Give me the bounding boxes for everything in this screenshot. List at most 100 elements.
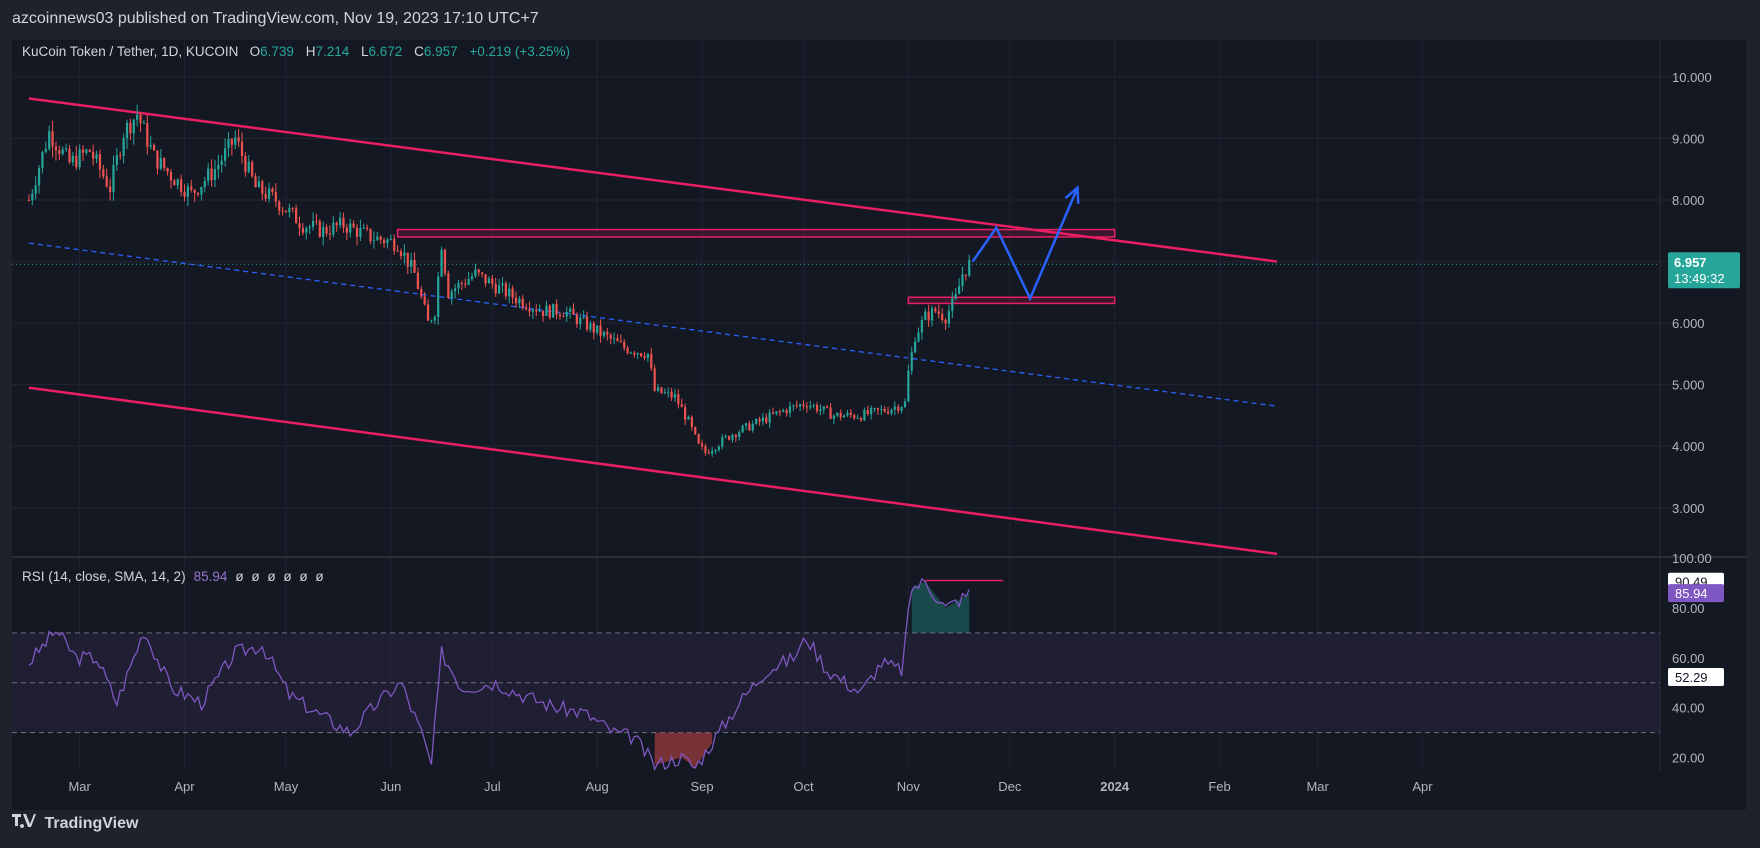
resistance-zone [396, 228, 1116, 238]
price-tick-label: 5.000 [1672, 378, 1705, 393]
candle-body [569, 308, 572, 312]
candle-body [112, 164, 115, 192]
rsi-line [28, 577, 970, 772]
candle-body [589, 323, 592, 330]
candle-body [379, 236, 382, 240]
candle-body [288, 208, 291, 213]
candle-body [322, 227, 325, 237]
candle-body [697, 434, 700, 444]
time-tick-label: 2024 [1100, 779, 1130, 794]
candle-body [234, 137, 237, 145]
candle-body [768, 412, 771, 423]
candle-body [961, 274, 964, 287]
candle-body [937, 311, 940, 314]
candle-body [724, 436, 727, 438]
candle-body [136, 114, 139, 120]
candle-body [217, 164, 220, 170]
candle-body [802, 404, 805, 407]
candle-body [27, 200, 31, 202]
candle-body [782, 410, 785, 412]
candle-body [842, 415, 846, 418]
candle-body [900, 407, 903, 411]
channel-upper-line [28, 97, 1278, 263]
candle-body [700, 443, 704, 447]
candle-body [873, 408, 876, 410]
candle-body [920, 319, 923, 333]
candle-body [142, 122, 146, 124]
candle-body [311, 221, 315, 227]
candle-body [572, 308, 575, 315]
candle-body [660, 387, 663, 394]
candle-body [386, 239, 389, 244]
candle-body [474, 269, 477, 277]
time-tick-label: Oct [793, 779, 814, 794]
price-tick-label: 6.000 [1672, 316, 1705, 331]
candle-body [34, 185, 37, 194]
candle-body [125, 122, 129, 139]
candle-body [910, 352, 913, 371]
open-label: O [249, 44, 261, 59]
candle-body [254, 176, 257, 188]
candle-body [541, 310, 545, 316]
support-zone [907, 296, 1116, 305]
candle-body [281, 210, 284, 212]
candle-body [968, 259, 971, 276]
candle-body [399, 251, 403, 256]
close-value: 6.957 [423, 44, 458, 59]
candle-body [741, 425, 744, 433]
candle-body [744, 423, 748, 426]
candle-body [650, 353, 653, 369]
candle-body [352, 223, 355, 228]
channel-lower-line [28, 386, 1278, 556]
time-tick-label: Mar [1306, 779, 1329, 794]
symbol-title[interactable]: KuCoin Token / Tether, 1D, KUCOIN [22, 44, 239, 59]
high-value: 7.214 [315, 44, 350, 59]
candle-body [183, 191, 186, 197]
candle-body [606, 332, 609, 335]
candle-body [173, 180, 176, 186]
candle-body [264, 193, 267, 199]
candle-body [278, 201, 281, 211]
rsi-tick-label: 100.00 [1672, 551, 1712, 566]
rsi-label[interactable]: RSI (14, close, SMA, 14, 2) [22, 569, 186, 584]
candle-body [203, 180, 206, 187]
rsi-value-badge: 85.94 [1668, 584, 1724, 603]
candle-body [349, 223, 352, 233]
candle-body [822, 406, 825, 410]
candle-body [335, 222, 338, 226]
candle-body [579, 317, 582, 325]
candle-body [403, 252, 406, 256]
footer-brand[interactable]: TradingView [12, 814, 138, 833]
candle-body [521, 298, 524, 308]
candle-body [707, 452, 710, 454]
candle-body [227, 138, 230, 149]
price-badge-countdown: 13:49:32 [1674, 271, 1725, 286]
candle-body [81, 149, 85, 153]
candle-body [917, 332, 920, 342]
candle-body [54, 146, 58, 151]
candle-body [58, 150, 61, 154]
candle-body [196, 192, 200, 195]
candle-body [565, 311, 568, 317]
candle-body [870, 408, 873, 415]
candle-body [223, 148, 227, 161]
candle-body [738, 432, 741, 438]
candle-body [538, 310, 541, 312]
candle-body [413, 260, 416, 273]
candle-body [372, 240, 376, 242]
rsi-oversold-fill [654, 732, 713, 768]
candle-body [68, 148, 71, 163]
candle-body [186, 186, 189, 197]
candle-body [487, 278, 491, 284]
tradingview-logo-icon [12, 814, 36, 833]
candle-body [271, 188, 274, 192]
candle-body [61, 149, 64, 154]
time-tick-label: Sep [690, 779, 713, 794]
time-tick-label: Apr [174, 779, 195, 794]
candle-body [930, 308, 934, 321]
candle-body [646, 353, 650, 359]
candle-body [497, 285, 501, 294]
rsi-badge-value: 85.94 [1675, 586, 1708, 601]
candle-body [75, 155, 78, 168]
